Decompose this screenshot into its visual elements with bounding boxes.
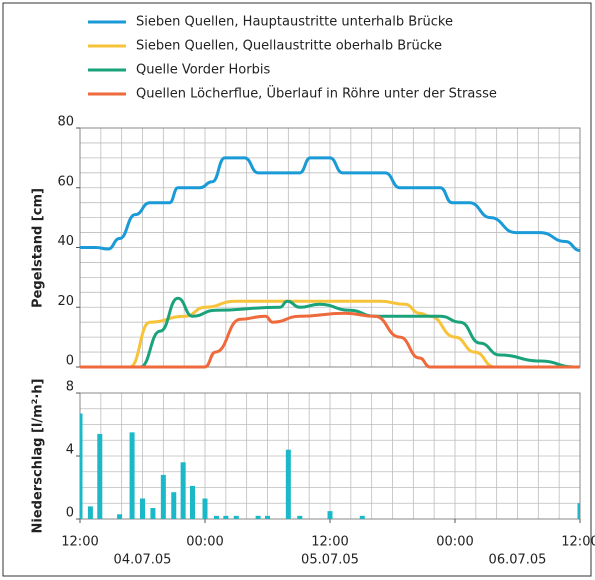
y-tick-label: 4 bbox=[66, 443, 74, 458]
y-tick-label: 20 bbox=[57, 294, 74, 309]
y-axis-label: Niederschlag [l/m²·h] bbox=[31, 379, 46, 534]
bar bbox=[233, 515, 239, 519]
x-tick-label: 00:00 bbox=[186, 535, 223, 550]
date-label: 06.07.05 bbox=[489, 553, 547, 568]
x-tick-label: 12:00 bbox=[61, 535, 98, 550]
bar bbox=[180, 462, 186, 519]
x-tick-label: 12:00 bbox=[311, 535, 348, 550]
legend-label: Sieben Quellen, Quellaustritte oberhalb … bbox=[136, 39, 442, 54]
y-tick-label: 40 bbox=[57, 234, 74, 249]
bar bbox=[129, 432, 135, 519]
y-tick-label: 0 bbox=[66, 506, 74, 521]
bar bbox=[80, 413, 83, 519]
date-label: 04.07.05 bbox=[114, 553, 172, 568]
line-series bbox=[80, 299, 580, 369]
bar bbox=[140, 498, 145, 519]
bar bbox=[255, 515, 261, 519]
bar bbox=[297, 515, 303, 519]
bar bbox=[160, 474, 166, 519]
bar bbox=[285, 449, 291, 519]
bar bbox=[97, 433, 103, 519]
bar bbox=[202, 498, 208, 519]
bar bbox=[359, 515, 365, 519]
x-tick-label: 12:00 bbox=[561, 535, 595, 550]
date-label: 05.07.05 bbox=[301, 553, 359, 568]
line-series bbox=[80, 296, 580, 369]
y-tick-label: 60 bbox=[57, 174, 74, 189]
bar bbox=[577, 503, 580, 519]
bar bbox=[150, 507, 156, 519]
legend-label: Sieben Quellen, Hauptaustritte unterhalb… bbox=[136, 15, 453, 30]
bar bbox=[327, 511, 333, 519]
bar bbox=[190, 485, 195, 519]
legend-label: Quelle Vorder Horbis bbox=[136, 63, 270, 78]
line-series bbox=[80, 156, 581, 252]
bar bbox=[171, 492, 177, 519]
y-tick-label: 80 bbox=[57, 115, 74, 130]
line-series bbox=[80, 311, 580, 369]
legend-label: Quellen Löcherflue, Überlauf in Röhre un… bbox=[136, 85, 497, 102]
y-axis-label: Pegelstand [cm] bbox=[31, 188, 46, 308]
bar bbox=[117, 514, 123, 519]
bar bbox=[213, 515, 219, 519]
x-tick-label: 00:00 bbox=[436, 535, 473, 550]
bar bbox=[265, 515, 270, 519]
y-tick-label: 0 bbox=[66, 354, 74, 369]
bar bbox=[223, 515, 229, 519]
bar bbox=[87, 506, 93, 519]
y-tick-label: 8 bbox=[66, 380, 74, 395]
